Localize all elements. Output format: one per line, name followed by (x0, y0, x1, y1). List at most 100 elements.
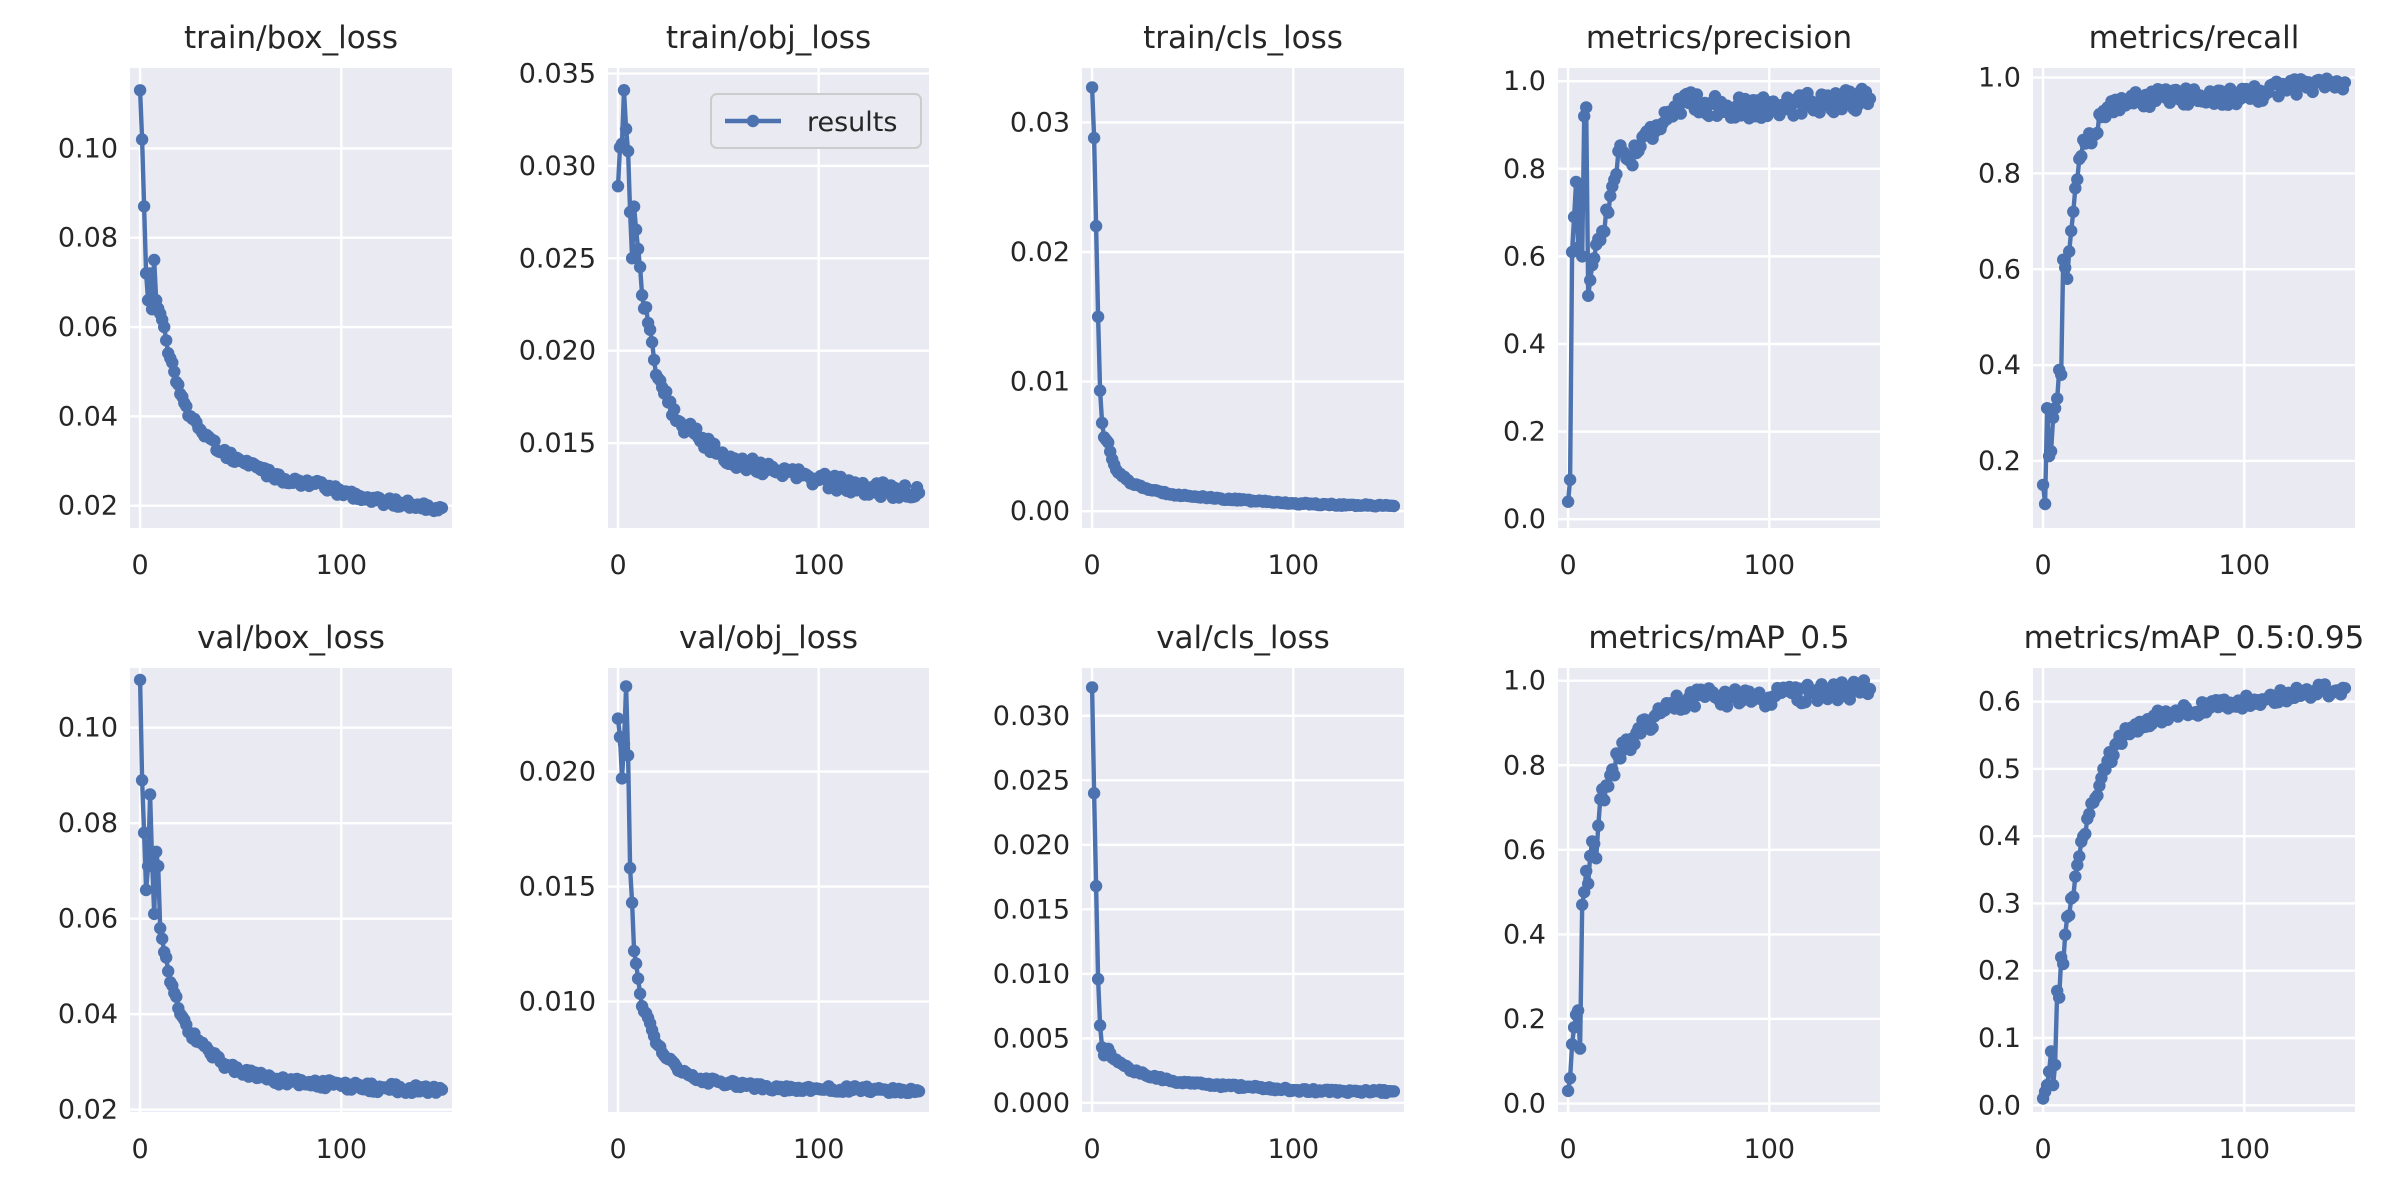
data-point (2053, 991, 2066, 1004)
data-point (154, 922, 167, 935)
series-markers (2036, 72, 2352, 511)
series-markers (1085, 81, 1401, 513)
data-point (2091, 789, 2104, 802)
data-point (148, 253, 161, 267)
y-tick-label: 0.03 (1010, 107, 1070, 138)
y-tick-label: 0.01 (1010, 367, 1070, 398)
data-point (1634, 140, 1647, 153)
series-markers (133, 84, 449, 518)
data-point (133, 84, 147, 97)
data-point (1085, 681, 1099, 694)
data-point (912, 486, 926, 500)
data-point (1571, 1004, 1585, 1017)
data-point (2107, 749, 2120, 762)
data-point (1598, 225, 1611, 238)
x-tick-label: 100 (1268, 550, 1320, 581)
data-point (2067, 890, 2080, 903)
y-tick-label: 0.1 (1978, 1023, 2021, 1054)
data-point (647, 353, 661, 367)
data-point (611, 180, 625, 193)
y-tick-label: 0.020 (519, 757, 596, 788)
y-tick-label: 1.0 (1503, 666, 1546, 697)
y-tick-label: 0.025 (519, 243, 596, 274)
data-point (172, 378, 185, 391)
data-point (1567, 210, 1581, 224)
data-point (639, 301, 653, 314)
y-tick-label: 1.0 (1503, 66, 1546, 97)
data-point (1091, 310, 1105, 323)
data-point (1087, 787, 1101, 800)
y-tick-label: 0.020 (519, 336, 596, 367)
data-point (1863, 92, 1877, 105)
data-point (1091, 972, 1105, 986)
series-markers (2036, 678, 2352, 1105)
y-tick-label: 0.5 (1978, 754, 2021, 785)
data-point (1580, 864, 1593, 878)
plot-background (1558, 68, 1880, 528)
data-point (1590, 852, 1603, 865)
chart-title: metrics/mAP_0.5 (1588, 620, 1849, 656)
data-point (629, 957, 643, 970)
y-tick-label: 0.025 (993, 765, 1070, 796)
x-tick-label: 100 (316, 550, 368, 581)
data-point (619, 680, 633, 693)
data-point (156, 932, 169, 945)
chart-title: metrics/recall (2089, 20, 2300, 56)
data-point (635, 289, 649, 302)
chart-title: metrics/precision (1586, 20, 1852, 56)
data-point (2044, 1045, 2058, 1058)
data-point (1626, 159, 1639, 172)
x-tick-label: 100 (2219, 1134, 2271, 1165)
data-point (2057, 957, 2070, 971)
data-point (160, 951, 173, 964)
legend-box (710, 93, 922, 149)
data-point (2051, 392, 2064, 405)
data-point (1857, 674, 1871, 687)
x-tick-label: 0 (131, 550, 148, 581)
y-tick-label: 0.015 (519, 428, 596, 459)
data-point (1598, 794, 1611, 807)
y-tick-label: 0.2 (1978, 446, 2021, 477)
data-point (627, 944, 641, 958)
x-tick-label: 0 (1559, 550, 1576, 581)
plot-background (1082, 68, 1404, 528)
data-point (170, 990, 183, 1003)
y-tick-label: 0.6 (1978, 687, 2021, 718)
data-point (143, 788, 157, 801)
data-point (1608, 769, 1621, 782)
y-tick-label: 0.3 (1978, 888, 2021, 919)
x-tick-label: 100 (793, 550, 845, 581)
data-point (623, 861, 637, 875)
y-tick-label: 0.00 (1010, 496, 1070, 527)
series-markers (1085, 681, 1401, 1100)
chart-title: train/box_loss (184, 20, 398, 56)
data-point (668, 403, 681, 416)
y-tick-label: 1.0 (1978, 63, 2021, 94)
y-tick-label: 0.08 (58, 808, 118, 839)
y-tick-label: 0.2 (1978, 956, 2021, 987)
data-point (2055, 368, 2068, 381)
y-tick-label: 0.2 (1503, 1004, 1546, 1035)
y-tick-label: 0.005 (993, 1023, 1070, 1054)
chart-val-box-loss: 0.02 0.04 0.06 0.08 0.10 0 100 val/box_loss (58, 620, 452, 1165)
data-point (615, 772, 629, 785)
data-point (2046, 411, 2060, 424)
x-tick-label: 0 (609, 550, 626, 581)
data-point (1387, 499, 1401, 513)
legend: results (710, 93, 922, 149)
data-point (627, 200, 641, 213)
y-tick-label: 0.02 (58, 491, 118, 522)
data-point (2069, 870, 2082, 883)
y-tick-label: 0.02 (1010, 237, 1070, 268)
data-point (1628, 737, 1641, 751)
legend-marker (746, 114, 760, 128)
data-point (2071, 173, 2084, 186)
chart-metrics-precision: 0.0 0.2 0.4 0.6 0.8 1.0 0 100 metrics/precision (1503, 20, 1880, 581)
data-point (1592, 819, 1605, 832)
data-point (2059, 928, 2072, 941)
chart-val-obj-loss: 0.010 0.015 0.020 0 100 val/obj_loss (519, 620, 929, 1165)
x-tick-label: 0 (609, 1134, 626, 1165)
plot-background (1082, 668, 1404, 1112)
y-tick-label: 0.08 (58, 223, 118, 254)
